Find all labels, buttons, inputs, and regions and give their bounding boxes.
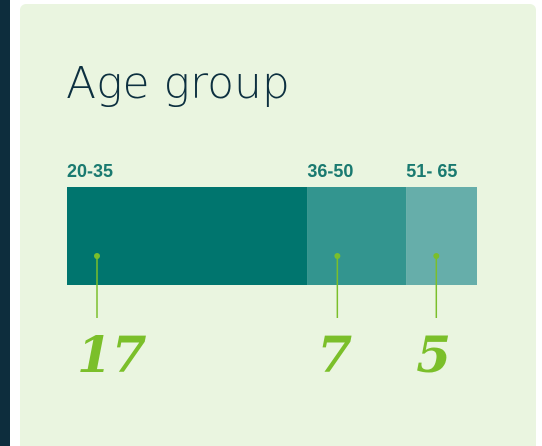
- category-label: 51- 65: [406, 161, 457, 181]
- bar-segment: [406, 187, 477, 285]
- value-label: 7: [317, 325, 352, 384]
- value-label: 5: [416, 325, 451, 384]
- chart-title: Age group: [66, 58, 290, 109]
- category-label: 36-50: [307, 161, 353, 181]
- pointer-dot: [94, 253, 100, 259]
- pointer-dot: [433, 253, 440, 259]
- category-label: 20-35: [67, 161, 113, 181]
- value-label: 17: [77, 325, 147, 384]
- pointer-dot: [334, 253, 341, 259]
- bar-segment: [307, 187, 407, 285]
- bar-segment: [67, 187, 308, 285]
- side-strip: [0, 0, 10, 446]
